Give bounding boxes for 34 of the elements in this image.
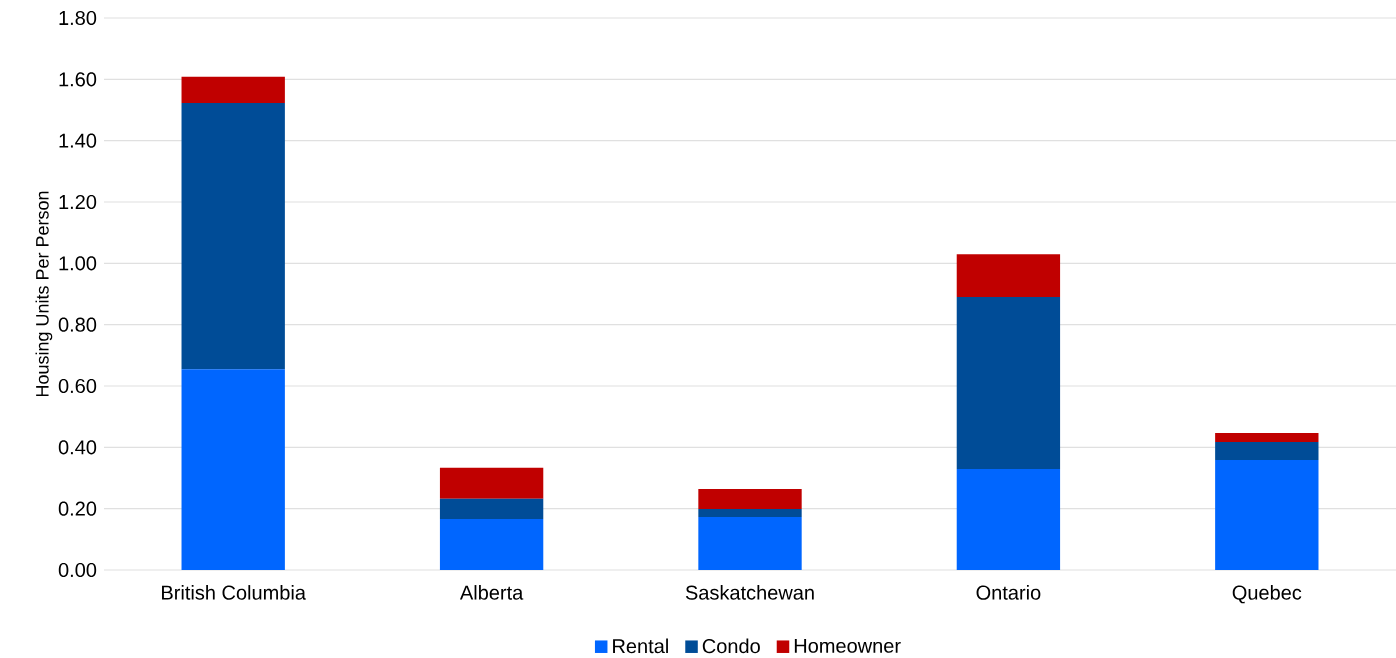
bar [956,254,1061,298]
bar [181,369,285,570]
y-tick-label: 0.40 [58,440,97,455]
bar [698,516,802,570]
y-tick-label: 0.20 [58,501,97,516]
bar [698,508,802,517]
bar [1215,432,1319,443]
x-tick-label: Quebec [1232,585,1302,604]
y-tick-label: 1.20 [59,194,97,210]
bar [439,467,544,499]
legend-label: Homeowner [794,638,901,653]
legend-label: Rental [613,638,668,654]
bar [439,519,544,570]
bar [1215,442,1319,460]
y-tick-label: 1.40 [59,133,97,148]
bar [181,76,285,103]
x-tick-label: British Columbia [162,585,306,600]
y-tick-label: 0.60 [58,378,97,394]
bar [439,498,544,520]
y-axis-title: Housing Units Per Person [35,191,53,397]
y-tick-label: 1.00 [59,256,97,271]
bar [698,489,802,509]
bar [956,297,1061,470]
x-tick-label: Saskatchewan [685,585,814,600]
y-tick-label: 0.00 [58,562,97,578]
x-tick-label: Ontario [976,585,1041,600]
y-tick-label: 0.80 [58,317,97,332]
bar [956,469,1061,570]
bar [181,102,285,370]
bar [1215,459,1319,570]
x-tick-label: Alberta [459,585,524,600]
y-tick-label: 1.80 [59,10,97,26]
legend-label: Condo [702,638,760,654]
y-tick-label: 1.60 [59,72,97,87]
